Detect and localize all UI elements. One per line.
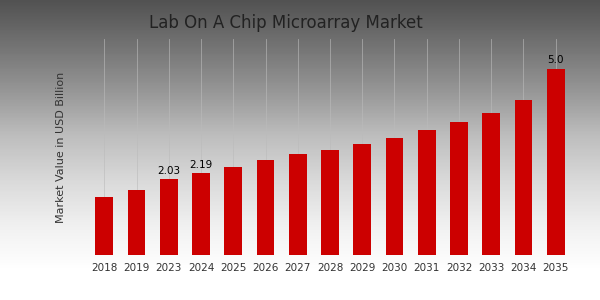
Bar (418, 130, 436, 255)
Text: Lab On A Chip Microarray Market: Lab On A Chip Microarray Market (149, 14, 423, 32)
Bar (95, 197, 113, 255)
Bar (321, 150, 339, 255)
Bar (289, 154, 307, 255)
Bar (192, 173, 210, 255)
Bar (128, 190, 145, 255)
Bar (450, 122, 468, 255)
Bar (386, 138, 403, 255)
Bar (257, 160, 274, 255)
Bar (482, 113, 500, 255)
Text: 2.03: 2.03 (157, 166, 181, 176)
Bar (353, 144, 371, 255)
Text: 2.19: 2.19 (190, 160, 212, 170)
Bar (160, 179, 178, 255)
Bar (547, 69, 565, 255)
Y-axis label: Market Value in USD Billion: Market Value in USD Billion (56, 71, 67, 223)
Text: 5.0: 5.0 (547, 55, 564, 65)
Bar (224, 167, 242, 255)
Bar (515, 100, 532, 255)
